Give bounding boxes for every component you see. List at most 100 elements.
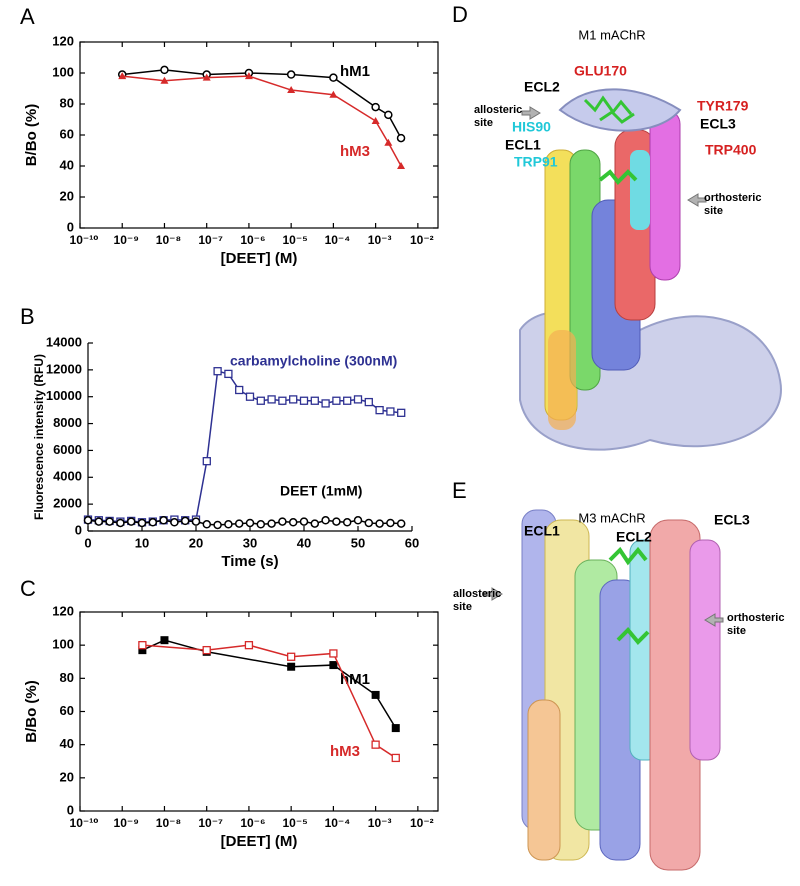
marker xyxy=(343,396,352,405)
marker xyxy=(310,519,320,528)
series-label: hM1 xyxy=(340,63,370,80)
y-tick-label: 40 xyxy=(60,157,74,172)
marker xyxy=(386,407,395,416)
marker xyxy=(391,724,400,733)
y-tick-label: 60 xyxy=(60,703,74,718)
marker xyxy=(234,519,244,528)
series-label: hM3 xyxy=(330,743,360,760)
y-tick-label: 0 xyxy=(67,802,74,817)
marker xyxy=(126,517,136,526)
marker xyxy=(342,518,352,527)
y-axis-label: B/Bo (%) xyxy=(23,680,40,743)
series-label: DEET (1mM) xyxy=(280,483,362,499)
marker xyxy=(160,76,169,84)
marker xyxy=(224,369,233,379)
structure-label: allosteric xyxy=(474,104,522,116)
marker xyxy=(224,520,233,529)
marker xyxy=(138,646,147,655)
structure-label: ECL1 xyxy=(524,523,560,539)
marker xyxy=(245,392,255,401)
marker xyxy=(299,396,309,405)
y-tick-label: 8000 xyxy=(53,415,82,430)
marker xyxy=(116,518,125,528)
marker xyxy=(364,397,373,407)
marker xyxy=(371,690,380,699)
series-line xyxy=(87,370,402,524)
y-tick-label: 100 xyxy=(52,64,74,79)
marker xyxy=(148,518,158,527)
marker xyxy=(329,73,338,82)
marker xyxy=(321,516,330,525)
marker xyxy=(287,662,296,671)
x-tick-label: 10⁻⁹ xyxy=(114,233,139,247)
panel-label: B xyxy=(20,304,35,329)
marker xyxy=(83,516,93,525)
x-axis-label: [DEET] (M) xyxy=(221,833,298,850)
marker xyxy=(245,518,255,528)
x-tick-label: 10⁻³ xyxy=(368,816,392,830)
structure-label: orthosteric xyxy=(727,612,784,624)
x-tick-label: 10⁻⁴ xyxy=(325,816,351,830)
marker xyxy=(202,457,211,466)
marker xyxy=(371,740,380,749)
marker xyxy=(244,72,253,80)
marker xyxy=(289,395,298,404)
y-tick-label: 12000 xyxy=(46,361,82,376)
marker xyxy=(160,65,169,75)
structure-label: ECL3 xyxy=(714,512,750,528)
marker xyxy=(118,72,127,80)
structure-label: allosteric xyxy=(453,588,501,600)
x-tick-label: 20 xyxy=(189,535,203,550)
y-tick-label: 20 xyxy=(60,188,74,203)
marker xyxy=(332,396,341,405)
marker xyxy=(235,385,244,395)
marker xyxy=(371,102,380,112)
marker xyxy=(94,517,104,526)
panel-label: A xyxy=(20,4,35,29)
structure-label: TRP400 xyxy=(705,142,757,158)
marker xyxy=(329,649,338,658)
structure-label: site xyxy=(453,601,472,613)
x-tick-label: 10⁻⁶ xyxy=(240,233,265,247)
x-tick-label: 30 xyxy=(243,535,257,550)
marker xyxy=(375,519,384,528)
series-label: hM3 xyxy=(340,143,370,160)
marker xyxy=(256,520,266,529)
marker xyxy=(329,661,338,670)
y-tick-label: 120 xyxy=(52,33,74,48)
structure-title: M3 mAChR xyxy=(578,510,645,525)
marker xyxy=(396,519,406,528)
marker xyxy=(138,641,147,650)
panel-label: E xyxy=(452,478,467,503)
marker xyxy=(384,138,393,146)
y-tick-label: 2000 xyxy=(53,496,82,511)
marker xyxy=(371,117,380,125)
x-tick-label: 10⁻⁵ xyxy=(282,816,307,830)
structure-label: site xyxy=(727,625,746,637)
x-axis-label: [DEET] (M) xyxy=(221,250,298,267)
x-tick-label: 10⁻³ xyxy=(368,233,392,247)
structure-label: site xyxy=(704,205,723,217)
structure-label: ECL2 xyxy=(616,529,652,545)
y-tick-label: 60 xyxy=(60,126,74,141)
x-tick-label: 60 xyxy=(405,535,419,550)
x-tick-label: 10⁻⁸ xyxy=(156,233,181,247)
y-tick-label: 40 xyxy=(60,736,74,751)
series-label: carbamylcholine (300nM) xyxy=(230,353,397,369)
marker xyxy=(180,516,190,526)
structure-label: HIS90 xyxy=(512,119,551,135)
x-tick-label: 50 xyxy=(351,535,365,550)
x-axis-label: Time (s) xyxy=(221,553,278,570)
x-tick-label: 10⁻⁹ xyxy=(114,816,139,830)
y-tick-label: 0 xyxy=(67,219,74,234)
marker xyxy=(278,517,287,526)
structure-label: ECL2 xyxy=(524,79,560,95)
marker xyxy=(160,636,169,645)
marker xyxy=(202,520,212,529)
y-tick-label: 20 xyxy=(60,769,74,784)
structure-label: ECL3 xyxy=(700,116,736,132)
y-tick-label: 6000 xyxy=(53,442,82,457)
marker xyxy=(353,516,363,525)
panel-label: C xyxy=(20,576,36,601)
